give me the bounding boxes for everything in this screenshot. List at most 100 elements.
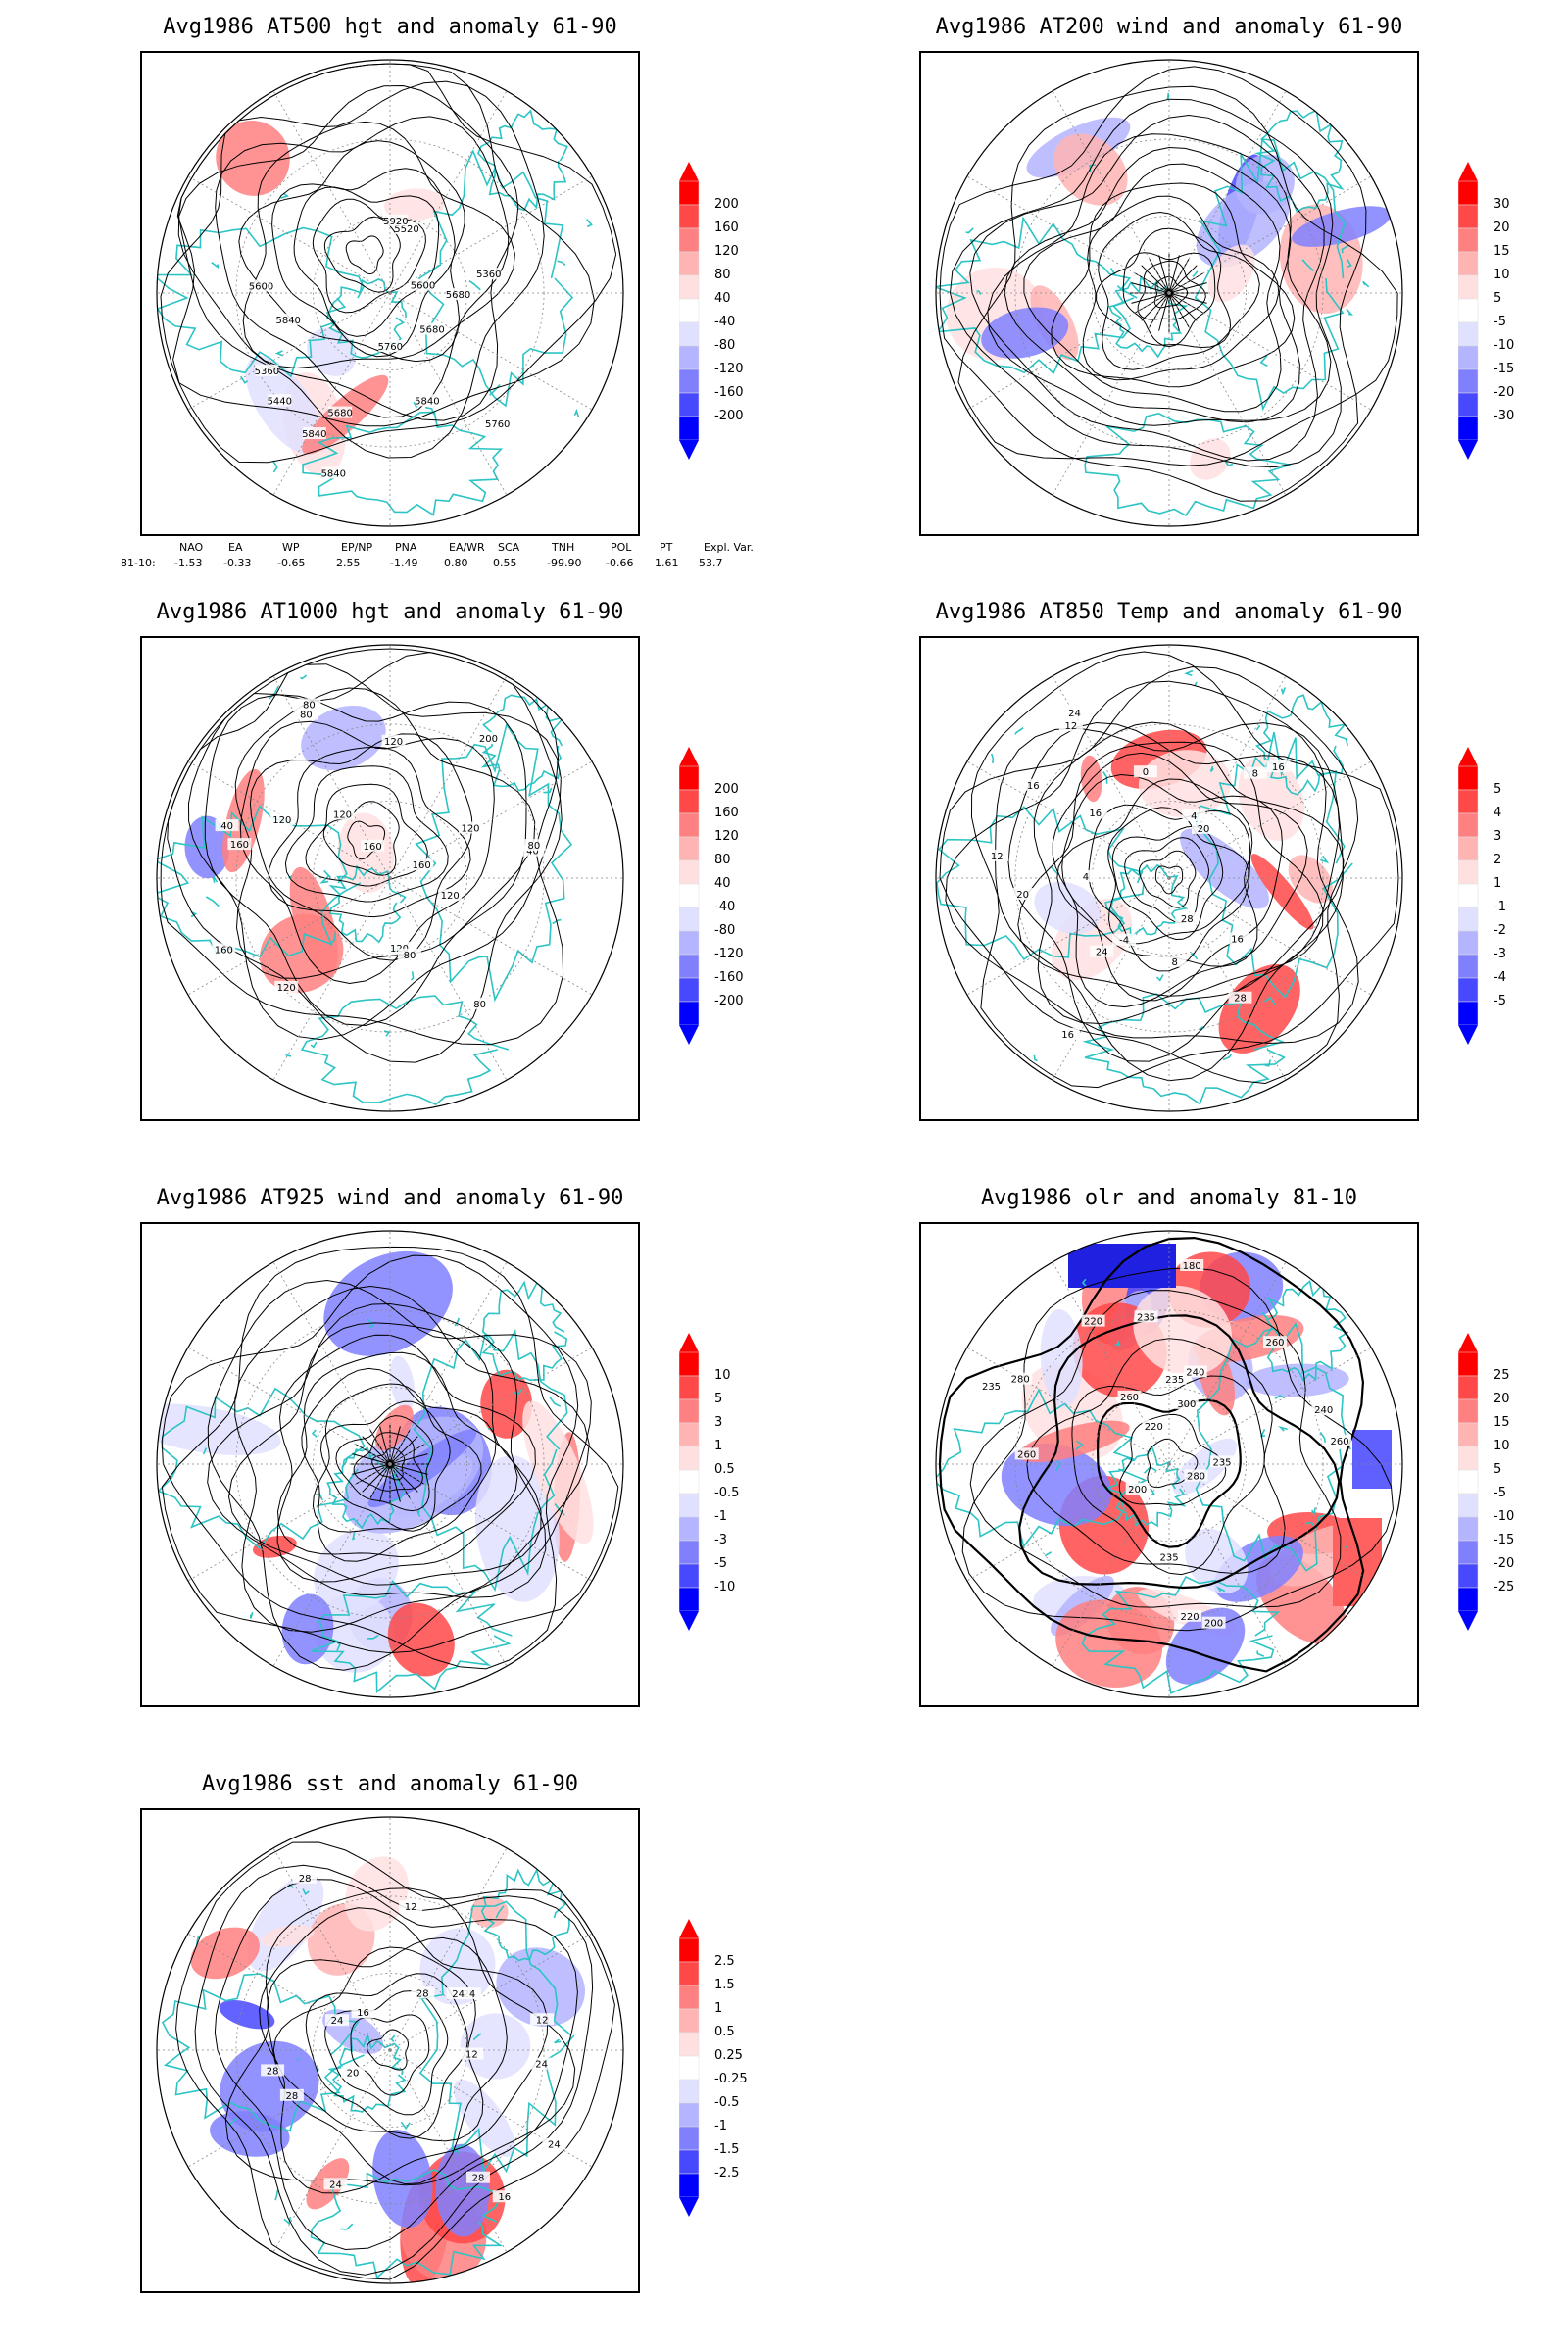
contour-line bbox=[1098, 211, 1260, 370]
coastline bbox=[965, 227, 974, 234]
contour-label: 80 bbox=[528, 841, 541, 852]
coastline bbox=[1150, 1488, 1155, 1495]
contour-line bbox=[1004, 146, 1300, 423]
map-boundary bbox=[156, 1816, 624, 2284]
colorbar-swatch bbox=[1458, 204, 1479, 229]
coastline bbox=[1014, 727, 1024, 735]
colorbar-label: 1 bbox=[1494, 876, 1502, 891]
contour-label: 235 bbox=[1160, 1552, 1179, 1563]
colorbar-arrow-bottom bbox=[679, 2197, 699, 2217]
anomaly-patch bbox=[375, 1404, 414, 1451]
coastline bbox=[476, 109, 568, 212]
contour-label: 28 bbox=[1181, 914, 1194, 925]
anomaly-patch bbox=[344, 1856, 409, 1932]
coastline bbox=[274, 350, 283, 357]
contour-line bbox=[335, 1415, 434, 1512]
colorbar-swatches bbox=[679, 747, 700, 1045]
anomaly-patch bbox=[480, 1369, 533, 1439]
contour-label-bg bbox=[1157, 1550, 1182, 1563]
coastlines bbox=[936, 669, 1353, 1105]
contour-label-bg bbox=[381, 734, 406, 747]
colorbar-swatch bbox=[1458, 1375, 1479, 1400]
coastline bbox=[1280, 687, 1287, 696]
contour-label-bg bbox=[459, 821, 482, 834]
index-value: -0.65 bbox=[277, 557, 306, 569]
colorbar-label: 25 bbox=[1494, 1368, 1510, 1383]
contour-line bbox=[312, 1383, 482, 1533]
contour-label-bg bbox=[1134, 1310, 1158, 1323]
colorbar-swatch bbox=[679, 1961, 700, 1986]
coastline bbox=[1319, 1431, 1326, 1443]
coastline bbox=[481, 1280, 568, 1382]
coastline bbox=[302, 411, 504, 516]
anomaly-patch bbox=[496, 1947, 585, 2028]
contour-line bbox=[271, 168, 456, 358]
colorbar-swatches bbox=[1458, 162, 1479, 460]
coastline bbox=[280, 192, 289, 199]
contour-label-bg bbox=[1266, 760, 1291, 773]
contour-label-bg bbox=[1073, 870, 1098, 882]
coastline bbox=[489, 383, 501, 396]
colorbar-swatch bbox=[679, 2079, 700, 2104]
contour-label: 240 bbox=[1186, 1368, 1204, 1379]
anomaly-patch bbox=[1068, 1244, 1176, 1288]
colorbar-arrow-bottom bbox=[679, 1025, 699, 1045]
coastline bbox=[1089, 164, 1096, 172]
colorbar-arrow-bottom bbox=[1458, 1611, 1478, 1631]
contour-label: 5440 bbox=[268, 396, 292, 407]
streamline bbox=[1168, 282, 1207, 294]
streamline bbox=[379, 1426, 391, 1465]
contour-label: 5840 bbox=[275, 316, 300, 326]
contour-label-bg bbox=[1210, 1455, 1234, 1468]
contour-label-bg bbox=[325, 2014, 349, 2027]
contours bbox=[160, 648, 564, 1063]
coastline bbox=[1082, 993, 1286, 1105]
contours bbox=[160, 63, 617, 464]
contour-label: 4 bbox=[1191, 811, 1197, 822]
contour-label-bg bbox=[460, 2047, 484, 2060]
colorbar-label: -40 bbox=[714, 900, 736, 914]
panel-title: Avg1986 AT1000 hgt and anomaly 61-90 bbox=[156, 600, 624, 624]
map-frame: 1202001601204080120160801208016012040801… bbox=[140, 636, 640, 1121]
coastline bbox=[1081, 1576, 1281, 1694]
coastline bbox=[936, 806, 1145, 961]
colorbar-label: -25 bbox=[1494, 1580, 1515, 1594]
contour-label-bg bbox=[476, 732, 501, 744]
contour-line bbox=[969, 1290, 1342, 1608]
contour-label: 5760 bbox=[485, 419, 510, 430]
panel-title: Avg1986 AT200 wind and anomaly 61-90 bbox=[935, 15, 1403, 39]
contour-label-bg bbox=[542, 2137, 566, 2150]
colorbar-swatch bbox=[679, 392, 700, 417]
colorbar-label: -2 bbox=[1494, 923, 1506, 938]
index-value: 0.55 bbox=[493, 557, 517, 569]
colorbar-label: -80 bbox=[714, 338, 736, 353]
coastline bbox=[310, 2169, 504, 2279]
colorbar-label: -4 bbox=[1494, 970, 1506, 985]
colorbar-swatch bbox=[679, 1398, 700, 1424]
colorbar-label: -1.5 bbox=[714, 2142, 740, 2157]
colorbar-swatch bbox=[679, 298, 700, 323]
colorbar-swatch bbox=[1458, 251, 1479, 276]
latitude-circle bbox=[235, 1895, 545, 2205]
anomaly-patch bbox=[1017, 1420, 1130, 1463]
colorbar-swatch bbox=[679, 1375, 700, 1400]
contour-label-bg bbox=[411, 278, 435, 291]
coastline bbox=[1084, 412, 1291, 517]
contour-label-bg bbox=[341, 2066, 365, 2079]
contour-label-bg bbox=[1182, 809, 1206, 822]
streamline bbox=[1168, 292, 1207, 304]
colorbar-swatch bbox=[1458, 274, 1479, 300]
coastline bbox=[1346, 258, 1352, 269]
colorbar-swatch bbox=[1458, 180, 1479, 206]
colorbar-label: 80 bbox=[714, 853, 731, 867]
contour-label-bg bbox=[279, 2088, 304, 2101]
colorbar-swatch bbox=[679, 180, 700, 206]
anomaly-patch bbox=[220, 2040, 319, 2132]
coastline bbox=[383, 1030, 391, 1037]
contour-label-bg bbox=[1180, 1259, 1204, 1271]
contour-line bbox=[1096, 227, 1232, 349]
coastline bbox=[1301, 259, 1315, 272]
coastline bbox=[990, 753, 995, 763]
contour-label: 280 bbox=[1011, 1375, 1030, 1386]
contour-label-bg bbox=[530, 2013, 555, 2026]
